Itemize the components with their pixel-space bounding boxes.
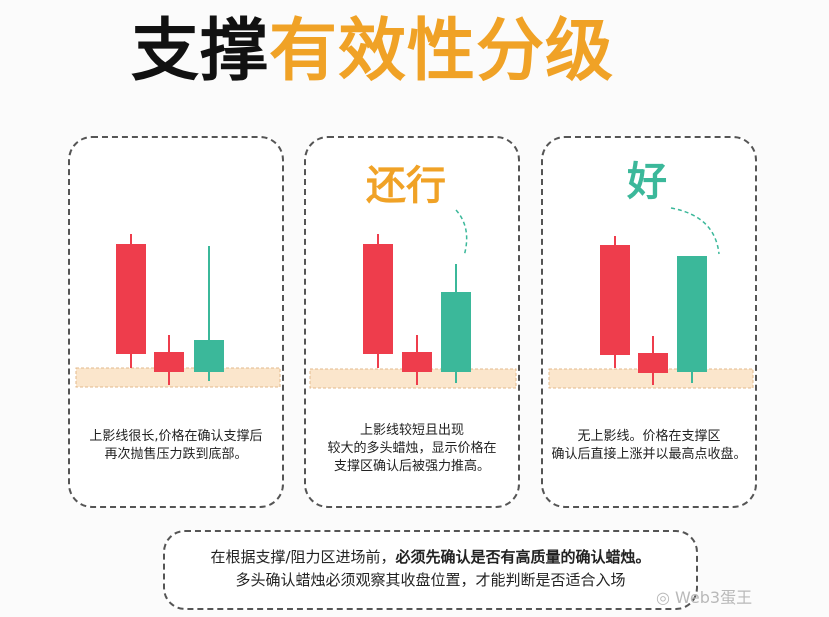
desc-line: 无上影线。价格在支撑区: [577, 429, 721, 444]
title-part-grading: 有效性分级: [269, 12, 615, 91]
card-description: 上影线很长,价格在确认支撑后 再次抛售压力跌到底部。: [76, 428, 276, 464]
bear-candle-body: [600, 245, 630, 355]
card-rating-label: 还行: [366, 163, 446, 209]
desc-line: 上影线很长,价格在确认支撑后: [89, 429, 263, 444]
candlestick-figure: [548, 207, 754, 389]
bear-candle-body: [116, 244, 146, 354]
card-okay: 还行 上影线较短且出现 较大的多头蜡烛，显示价格在 支撑区确认后被强力推高。: [304, 136, 520, 508]
bull-candle-body: [441, 292, 471, 372]
card-description: 无上影线。价格在支撑区 确认后直接上涨并以最高点收盘。: [549, 428, 749, 464]
bear-candle-body: [363, 244, 393, 354]
bottom-note: 在根据支撑/阻力区进场前，必须先确认是否有高质量的确认蜡烛。 多头确认蜡烛必须观…: [163, 530, 698, 610]
bull-candle-body: [194, 340, 224, 372]
desc-line: 上影线较短且出现: [359, 423, 464, 438]
desc-line: 支撑区确认后被强力推高。: [333, 459, 490, 474]
note-line-1: 在根据支撑/阻力区进场前，必须先确认是否有高质量的确认蜡烛。: [165, 546, 696, 569]
callout-curve: [670, 207, 720, 255]
small-bear-candle-body: [402, 352, 432, 372]
desc-line: 较大的多头蜡烛，显示价格在: [327, 441, 497, 456]
note-line-1-emphasis: 必须先确认是否有高质量的确认蜡烛。: [395, 548, 651, 566]
card-description: 上影线较短且出现 较大的多头蜡烛，显示价格在 支撑区确认后被强力推高。: [312, 422, 512, 476]
desc-line: 再次抛售压力跌到底部。: [104, 447, 248, 462]
watermark: ◎ Web3蛋王: [656, 584, 752, 608]
callout-curve: [455, 209, 468, 257]
candlestick-figure: [75, 234, 281, 388]
candlestick-figure: [309, 209, 517, 389]
card-long-shadow: 上影线很长,价格在确认支撑后 再次抛售压力跌到底部。: [68, 136, 284, 508]
desc-line: 确认后直接上涨并以最高点收盘。: [551, 447, 747, 462]
weibo-icon: ◎: [656, 588, 676, 607]
watermark-text: Web3蛋王: [675, 588, 753, 607]
note-line-2: 多头确认蜡烛必须观察其收盘位置，才能判断是否适合入场: [235, 571, 626, 589]
card-rating-label: 好: [627, 159, 667, 205]
page-title: 支撑有效性分级: [131, 18, 614, 86]
card-good: 好 无上影线。价格在支撑区 确认后直接上涨并以最高点收盘。: [541, 136, 757, 508]
title-part-support: 支撑: [131, 12, 270, 91]
small-bear-candle-body: [638, 353, 668, 373]
note-line-1-prefix: 在根据支撑/阻力区进场前，: [210, 548, 396, 566]
bull-candle-body: [677, 256, 707, 372]
small-bear-candle-body: [154, 352, 184, 372]
